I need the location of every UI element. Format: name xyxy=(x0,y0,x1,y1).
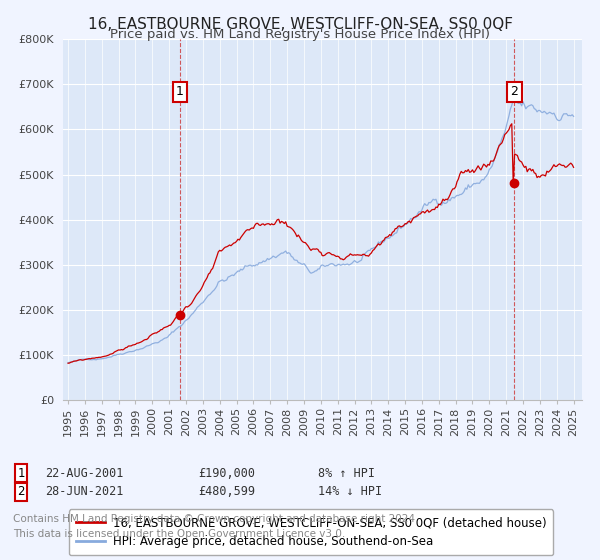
Text: 1: 1 xyxy=(17,466,25,480)
Text: Contains HM Land Registry data © Crown copyright and database right 2024.
This d: Contains HM Land Registry data © Crown c… xyxy=(13,514,419,539)
Text: 2: 2 xyxy=(17,485,25,498)
Text: 2: 2 xyxy=(511,85,518,98)
Text: 22-AUG-2001: 22-AUG-2001 xyxy=(45,466,124,480)
Text: Price paid vs. HM Land Registry's House Price Index (HPI): Price paid vs. HM Land Registry's House … xyxy=(110,28,490,41)
Text: £190,000: £190,000 xyxy=(198,466,255,480)
Legend: 16, EASTBOURNE GROVE, WESTCLIFF-ON-SEA, SS0 0QF (detached house), HPI: Average p: 16, EASTBOURNE GROVE, WESTCLIFF-ON-SEA, … xyxy=(69,509,553,556)
Text: 1: 1 xyxy=(176,85,184,98)
Text: 14% ↓ HPI: 14% ↓ HPI xyxy=(318,485,382,498)
Text: 16, EASTBOURNE GROVE, WESTCLIFF-ON-SEA, SS0 0QF: 16, EASTBOURNE GROVE, WESTCLIFF-ON-SEA, … xyxy=(88,17,512,32)
Text: 8% ↑ HPI: 8% ↑ HPI xyxy=(318,466,375,480)
Text: 28-JUN-2021: 28-JUN-2021 xyxy=(45,485,124,498)
Text: £480,599: £480,599 xyxy=(198,485,255,498)
